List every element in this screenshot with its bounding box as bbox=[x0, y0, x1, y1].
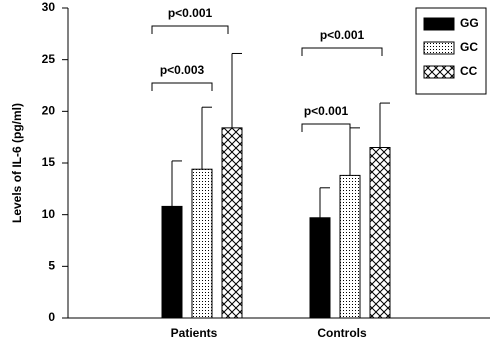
x-tick-label: Patients bbox=[171, 326, 218, 340]
bar bbox=[309, 217, 331, 319]
x-tick-label: Controls bbox=[317, 326, 367, 340]
legend-label: GC bbox=[460, 40, 478, 54]
y-tick-label: 20 bbox=[42, 104, 56, 118]
y-axis-label: Levels of IL-6 (pg/ml) bbox=[10, 103, 24, 223]
significance-bracket bbox=[301, 123, 351, 132]
legend-swatch bbox=[423, 65, 455, 79]
annotation: p<0.001 bbox=[304, 104, 349, 118]
legend-swatch bbox=[423, 17, 455, 31]
y-tick-label: 30 bbox=[42, 0, 56, 14]
bar bbox=[191, 168, 213, 319]
y-tick-label: 5 bbox=[48, 259, 55, 273]
significance-bracket bbox=[151, 25, 229, 34]
bar bbox=[369, 147, 391, 319]
legend-label: CC bbox=[460, 64, 478, 78]
annotation: p<0.003 bbox=[160, 63, 205, 77]
significance-bracket bbox=[151, 82, 213, 91]
bar bbox=[339, 174, 361, 319]
legend-label: GG bbox=[460, 16, 479, 30]
y-tick-label: 15 bbox=[42, 155, 56, 169]
bar bbox=[221, 127, 243, 319]
significance-bracket bbox=[301, 47, 383, 56]
y-tick-label: 10 bbox=[42, 207, 56, 221]
y-tick-label: 0 bbox=[48, 310, 55, 324]
annotation: p<0.001 bbox=[320, 28, 365, 42]
legend-swatch bbox=[423, 41, 455, 55]
annotation: p<0.001 bbox=[168, 6, 213, 20]
y-tick-label: 25 bbox=[42, 52, 56, 66]
bar bbox=[161, 205, 183, 319]
